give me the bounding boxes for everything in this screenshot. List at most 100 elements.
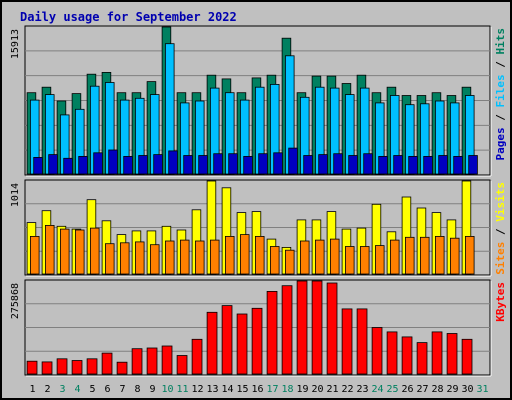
bar-pages-day-15 (243, 155, 253, 175)
bar-kbytes-day-6 (101, 352, 113, 375)
x-tick-label-3: 3 (59, 384, 65, 395)
bar-pages-day-5 (93, 152, 103, 175)
bar-sites-day-3 (60, 228, 70, 275)
bar-pages-day-9 (153, 154, 163, 175)
bar-kbytes-day-28 (431, 331, 443, 375)
legend-hits: Hits (494, 28, 507, 55)
bar-pages-day-13 (213, 153, 223, 175)
bar-sites-day-19 (299, 240, 310, 275)
bar-pages-day-12 (198, 155, 208, 175)
x-tick-label-24: 24 (371, 384, 383, 395)
y-max-label: 275868 (10, 283, 21, 319)
bar-pages-day-21 (333, 153, 343, 175)
bar-sites-day-8 (134, 241, 145, 275)
bar-kbytes-day-11 (176, 355, 188, 375)
x-tick-label-27: 27 (416, 384, 428, 395)
bar-sites-day-11 (179, 239, 190, 275)
x-tick-label-31: 31 (476, 384, 488, 395)
bar-kbytes-day-22 (341, 308, 353, 375)
legend-sites: Sites (494, 242, 507, 275)
bar-sites-day-17 (269, 246, 280, 275)
x-tick-label-10: 10 (161, 384, 173, 395)
bar-kbytes-day-2 (41, 361, 53, 375)
x-tick-label-5: 5 (89, 384, 95, 395)
bar-kbytes-day-15 (236, 313, 248, 375)
bar-sites-day-22 (344, 246, 355, 275)
x-tick-label-6: 6 (104, 384, 110, 395)
bar-pages-day-25 (393, 155, 403, 175)
bar-sites-day-29 (449, 237, 460, 275)
x-tick-label-15: 15 (236, 384, 248, 395)
bar-kbytes-day-19 (296, 280, 308, 375)
bar-sites-day-23 (359, 246, 370, 275)
x-tick-label-8: 8 (134, 384, 140, 395)
bar-kbytes-day-8 (131, 348, 143, 375)
x-tick-label-23: 23 (356, 384, 368, 395)
bar-kbytes-day-12 (191, 338, 203, 375)
bar-kbytes-day-29 (446, 333, 458, 375)
y-axis-label: Pages / Files / Hits (494, 28, 507, 161)
x-tick-label-9: 9 (149, 384, 155, 395)
x-tick-label-30: 30 (461, 384, 473, 395)
bar-pages-day-18 (288, 147, 298, 175)
x-tick-label-20: 20 (311, 384, 323, 395)
bar-kbytes-day-25 (386, 331, 398, 375)
bar-pages-day-14 (228, 153, 238, 175)
bar-pages-day-17 (273, 152, 283, 175)
bar-sites-day-30 (464, 235, 475, 275)
bar-kbytes-day-7 (116, 361, 128, 375)
bar-sites-day-12 (194, 240, 205, 275)
x-tick-label-13: 13 (206, 384, 218, 395)
bar-kbytes-day-27 (416, 342, 428, 375)
bar-kbytes-day-14 (221, 305, 233, 375)
bar-kbytes-day-13 (206, 311, 218, 375)
chart-title: Daily usage for September 2022 (20, 10, 237, 24)
bar-kbytes-day-24 (371, 327, 383, 375)
x-tick-label-2: 2 (44, 384, 50, 395)
bar-pages-day-1 (33, 156, 43, 175)
x-tick-label-28: 28 (431, 384, 443, 395)
bar-sites-day-9 (149, 244, 160, 275)
bar-sites-day-16 (254, 235, 265, 275)
bar-sites-day-13 (209, 239, 220, 275)
bar-sites-day-26 (404, 236, 415, 275)
bar-kbytes-day-9 (146, 347, 158, 375)
bar-kbytes-day-20 (311, 280, 323, 375)
bar-kbytes-day-17 (266, 290, 278, 375)
bar-sites-day-6 (105, 243, 115, 275)
bar-sites-day-1 (29, 235, 40, 275)
bar-pages-day-26 (408, 155, 418, 175)
bar-kbytes-day-21 (326, 282, 338, 375)
bar-pages-day-4 (78, 155, 88, 175)
x-tick-label-16: 16 (251, 384, 263, 395)
bar-kbytes-day-23 (356, 308, 368, 375)
x-tick-label-1: 1 (29, 384, 35, 395)
x-tick-label-14: 14 (221, 384, 233, 395)
bar-pages-day-24 (378, 155, 388, 175)
bar-pages-day-30 (468, 155, 478, 175)
bar-sites-day-24 (374, 245, 385, 275)
bar-kbytes-day-26 (401, 336, 413, 375)
bar-kbytes-day-10 (161, 345, 173, 375)
bar-sites-day-21 (329, 238, 340, 275)
bar-kbytes-day-1 (26, 360, 38, 375)
bar-sites-day-27 (419, 236, 430, 275)
bar-sites-day-25 (389, 239, 400, 275)
bar-pages-day-20 (318, 154, 328, 175)
bar-pages-day-11 (183, 155, 193, 175)
bar-pages-day-28 (438, 155, 448, 175)
legend-kbytes: KBytes (494, 282, 507, 322)
bar-pages-day-23 (363, 153, 373, 175)
x-tick-label-22: 22 (341, 384, 353, 395)
bar-sites-day-28 (434, 235, 445, 275)
bar-sites-day-5 (90, 227, 100, 275)
bar-pages-day-6 (108, 149, 118, 175)
bar-pages-day-16 (258, 153, 268, 175)
bar-pages-day-7 (123, 155, 133, 175)
bar-sites-day-15 (239, 234, 250, 275)
x-tick-label-21: 21 (326, 384, 338, 395)
bar-pages-day-22 (348, 155, 358, 175)
bar-kbytes-day-30 (461, 338, 473, 375)
